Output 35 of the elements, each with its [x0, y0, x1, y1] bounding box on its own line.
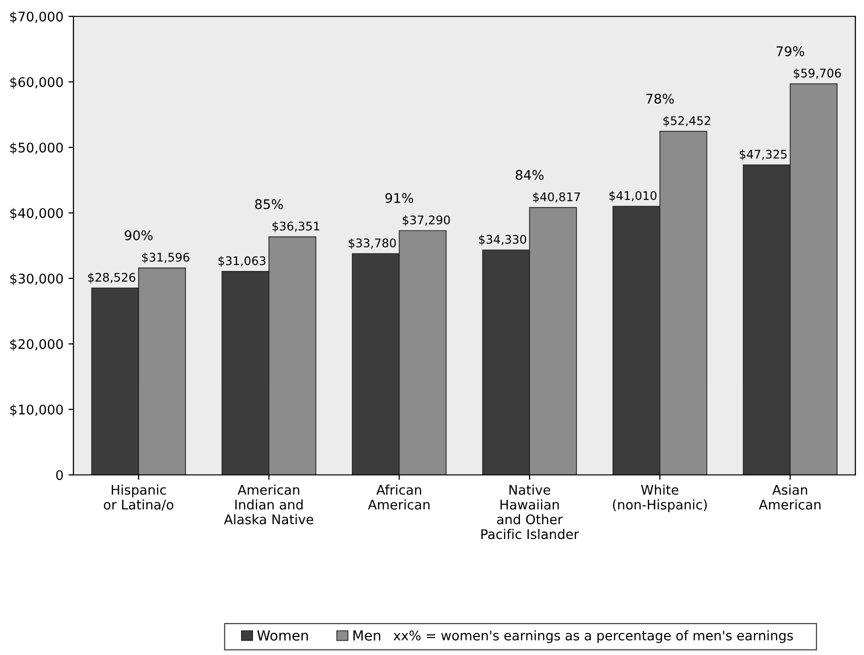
text: xx% = women's earnings as a percentage of men's earnings — [394, 630, 793, 644]
x-tick-label: Asian American — [758, 484, 820, 510]
y-tick-label: $70,000 — [10, 11, 63, 24]
y-tick-label: $40,000 — [10, 208, 63, 220]
legend-label: Men — [353, 630, 380, 641]
data-label: $40,817 — [533, 192, 580, 203]
y-tick-label: $50,000 — [10, 142, 63, 154]
x-tick-label: Native Hawaiian and Other Pacific Islander — [481, 484, 580, 540]
data-label: $59,706 — [794, 68, 841, 80]
data-label: $47,325 — [740, 150, 787, 160]
legend-label: Women — [257, 630, 308, 641]
y-tick-label: $10,000 — [10, 404, 63, 416]
y-tick-label: $60,000 — [10, 76, 63, 89]
data-label: $31,063 — [218, 256, 266, 267]
x-tick-label: White (non-Hispanic) — [612, 484, 707, 512]
annotation: 79% — [776, 46, 804, 56]
data-label: $34,330 — [479, 234, 526, 246]
data-label: $41,010 — [609, 190, 656, 202]
data-label: $37,290 — [402, 215, 450, 226]
data-label: $33,780 — [348, 238, 396, 249]
x-tick-label: Hispanic or Latina/o — [104, 484, 174, 511]
y-tick-label: $20,000 — [10, 338, 63, 351]
data-label: $31,596 — [142, 252, 190, 264]
annotation: 78% — [646, 94, 674, 104]
annotation: 85% — [255, 199, 283, 210]
annotation: 84% — [516, 170, 544, 180]
annotation: 90% — [124, 230, 153, 240]
data-label: $36,351 — [272, 221, 320, 232]
annotation: 91% — [385, 193, 414, 204]
data-label: $28,526 — [88, 272, 136, 284]
y-tick-label: $30,000 — [10, 273, 63, 286]
y-tick-label: 0 — [56, 470, 63, 480]
x-tick-label: African American — [368, 484, 430, 510]
x-tick-label: American Indian and Alaska Native — [224, 484, 314, 524]
data-label: $52,452 — [663, 116, 710, 127]
